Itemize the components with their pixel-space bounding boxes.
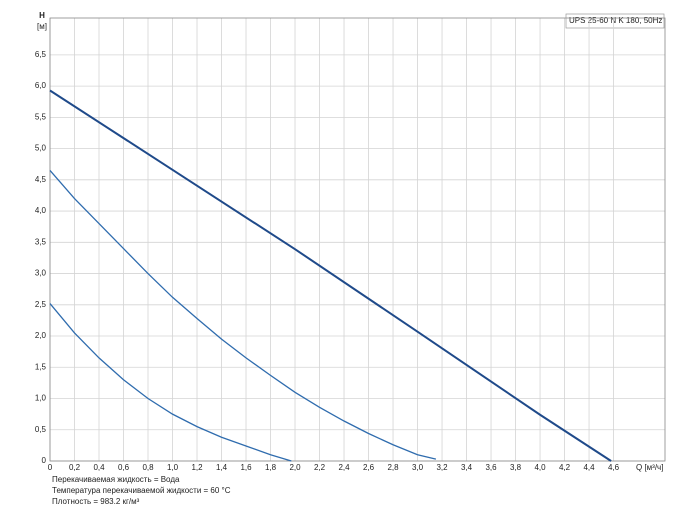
x-tick-label: 3,6 bbox=[485, 463, 497, 472]
y-tick-label: 0 bbox=[42, 456, 47, 465]
x-tick-label: 1,0 bbox=[167, 463, 179, 472]
y-tick-label: 2,0 bbox=[35, 331, 47, 340]
x-tick-label: 2,6 bbox=[363, 463, 375, 472]
x-tick-label: 3,0 bbox=[412, 463, 424, 472]
plot-frame bbox=[49, 17, 666, 462]
x-tick-label: 1,2 bbox=[191, 463, 203, 472]
y-tick-label: 6,0 bbox=[35, 81, 47, 90]
note: Температура перекачиваемой жидкости = 60… bbox=[52, 486, 231, 495]
x-tick-label: 0,4 bbox=[93, 463, 105, 472]
x-tick-label: 4,2 bbox=[559, 463, 571, 472]
pump-curve bbox=[49, 89, 612, 462]
legend-text: UPS 25-60 N K 180, 50Hz bbox=[569, 16, 662, 25]
legend-box bbox=[565, 13, 665, 29]
y-axis-unit: [м] bbox=[37, 22, 47, 31]
x-tick-label: 0 bbox=[48, 463, 53, 472]
y-tick-label: 3,0 bbox=[35, 269, 47, 278]
y-tick-label: 5,0 bbox=[35, 144, 47, 153]
y-tick-label: 1,5 bbox=[35, 362, 47, 371]
pump-curve bbox=[49, 303, 292, 462]
note: Перекачиваемая жидкость = Вода bbox=[52, 475, 180, 484]
x-axis-label: Q [м³/ч] bbox=[636, 463, 663, 472]
x-tick-label: 3,8 bbox=[510, 463, 522, 472]
note: Плотность = 983.2 кг/м³ bbox=[52, 497, 140, 506]
x-tick-label: 1,8 bbox=[265, 463, 277, 472]
y-tick-label: 4,0 bbox=[35, 206, 47, 215]
x-tick-label: 2,0 bbox=[289, 463, 301, 472]
pump-curve bbox=[49, 170, 437, 460]
y-tick-label: 5,5 bbox=[35, 112, 47, 121]
x-tick-label: 1,6 bbox=[240, 463, 252, 472]
x-tick-label: 1,4 bbox=[216, 463, 228, 472]
y-axis-label: H bbox=[39, 11, 45, 20]
y-tick-label: 6,5 bbox=[35, 50, 47, 59]
x-tick-label: 3,2 bbox=[436, 463, 448, 472]
x-tick-label: 3,4 bbox=[461, 463, 473, 472]
y-tick-label: 1,0 bbox=[35, 394, 47, 403]
x-tick-label: 4,6 bbox=[608, 463, 620, 472]
x-tick-label: 2,8 bbox=[387, 463, 399, 472]
x-tick-label: 0,2 bbox=[69, 463, 81, 472]
x-tick-label: 0,6 bbox=[118, 463, 130, 472]
y-tick-label: 2,5 bbox=[35, 300, 47, 309]
x-tick-label: 4,4 bbox=[583, 463, 595, 472]
x-tick-label: 0,8 bbox=[142, 463, 154, 472]
y-tick-label: 0,5 bbox=[35, 425, 47, 434]
y-tick-label: 4,5 bbox=[35, 175, 47, 184]
x-tick-label: 4,0 bbox=[534, 463, 546, 472]
y-tick-label: 3,5 bbox=[35, 237, 47, 246]
x-tick-label: 2,4 bbox=[338, 463, 350, 472]
x-tick-label: 2,2 bbox=[314, 463, 326, 472]
